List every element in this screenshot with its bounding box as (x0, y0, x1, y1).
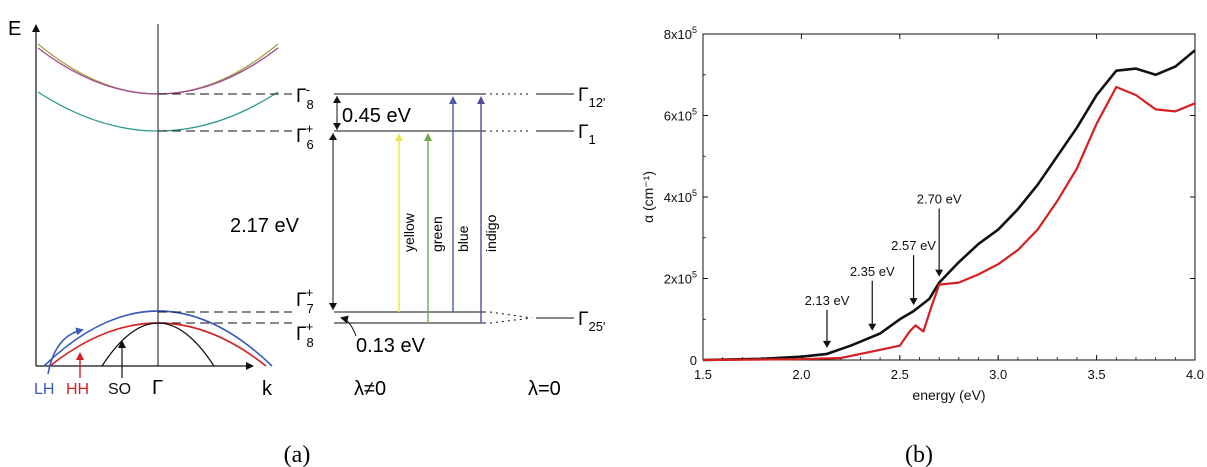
band-diagram: E k Γ LH HH SO Γ8- Γ6+ Γ7+ (8, 18, 605, 400)
level-g6: Γ6+ (296, 121, 314, 152)
lower-gap-pointer (340, 315, 357, 337)
e-axis-label: E (8, 18, 21, 40)
level-g7: Γ7+ (296, 285, 314, 316)
upper-gap-label: 0.45 eV (342, 105, 412, 127)
y-axis-label: α (cm⁻¹) (640, 171, 656, 223)
level-g1: Γ1 (578, 122, 596, 147)
annotation-arrowhead (935, 269, 944, 277)
transition-label-indigo: indigo (483, 214, 499, 252)
annotation-arrowhead (822, 340, 831, 348)
y-tick-label: 6x105 (664, 107, 697, 124)
arrow-main-gap-head-bottom (329, 303, 337, 310)
lower-gap-label: 0.13 eV (356, 335, 426, 357)
level-g12: Γ12' (578, 85, 605, 110)
level-g8-upper: Γ8- (296, 82, 314, 112)
k-axis-label: k (262, 378, 273, 400)
level-g8-lower: Γ8+ (296, 319, 314, 350)
x-tick-label: 4.0 (1186, 367, 1204, 382)
arrow-upper-gap-head-top (333, 96, 341, 103)
transition-label-green: green (429, 216, 445, 252)
y-tick-label: 0 (690, 353, 697, 368)
annotation-arrowhead (909, 298, 918, 306)
y-tick-label: 8x105 (664, 25, 697, 42)
series-line-2 (702, 85, 1196, 362)
lh-arrow (47, 327, 84, 375)
annotation-label: 2.13 eV (805, 293, 850, 308)
caption-a: (a) (284, 442, 311, 467)
hh-label: HH (66, 381, 89, 398)
x-tick-label: 2.5 (891, 367, 909, 382)
lambda-right: λ=0 (528, 378, 561, 400)
annotation-label: 2.57 eV (891, 238, 936, 253)
absorption-chart: 1.5 2.0 2.5 3.0 3.5 4.0 0 2x105 4x105 6x105 8x105 e… (640, 25, 1204, 403)
annotation-arrowhead (868, 323, 877, 331)
arrow-upper-gap-head-bottom (333, 123, 341, 130)
lambda-left: λ≠0 (354, 378, 386, 400)
x-axis-label: energy (eV) (912, 387, 985, 403)
arrow-main-gap-head-top (329, 133, 337, 140)
x-tick-label: 2.0 (792, 367, 810, 382)
y-tick-label: 2x105 (664, 270, 697, 287)
annotation-label: 2.35 eV (850, 264, 895, 279)
so-label: SO (108, 381, 131, 398)
main-gap-label: 2.17 eV (230, 215, 300, 237)
x-tick-label: 3.0 (989, 367, 1007, 382)
transition-label-blue: blue (455, 225, 471, 252)
series-line-1 (702, 49, 1196, 362)
level-g25: Γ25' (578, 309, 605, 334)
caption-b: (b) (905, 442, 933, 467)
x-tick-label: 3.5 (1088, 367, 1106, 382)
dot-g25 (489, 311, 533, 324)
vb-lh (43, 310, 273, 367)
y-tick-label: 4x105 (664, 188, 697, 205)
lh-label: LH (34, 381, 54, 398)
transition-label-yellow: yellow (401, 212, 417, 252)
annotation-label: 2.70 eV (917, 192, 962, 207)
x-tick-label: 1.5 (694, 367, 712, 382)
gamma-label: Γ (152, 377, 163, 399)
